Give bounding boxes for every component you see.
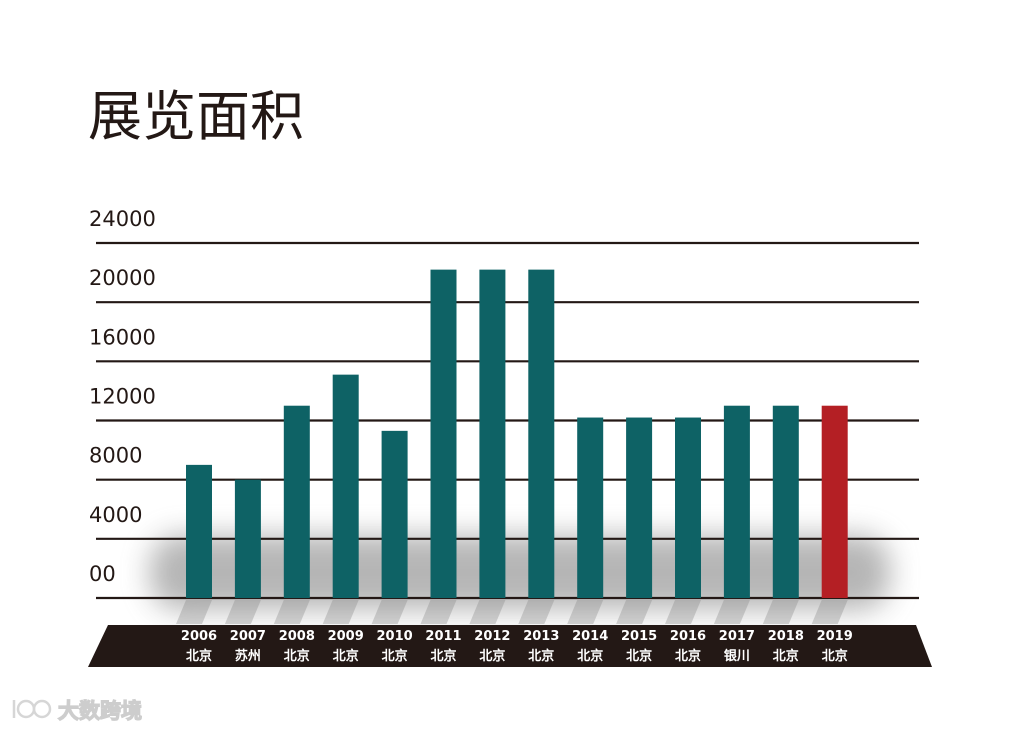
x-tick-year: 2019 (817, 629, 853, 644)
bar-reflection (616, 600, 653, 624)
x-axis-labels: 2006 北京 2007 苏州 2008 北京 2009 北京 2010 北京 2011 北京 2012… (181, 629, 853, 664)
x-tick-city: 北京 (186, 648, 212, 664)
x-tick-city: 北京 (479, 648, 505, 664)
x-tick-city: 苏州 (235, 648, 261, 664)
y-tick-label: 20000 (89, 266, 156, 290)
x-tick-city: 北京 (577, 648, 603, 664)
bar-reflection (469, 600, 506, 624)
bar-reflection (665, 600, 701, 624)
x-tick-year: 2008 (279, 629, 315, 644)
bar-reflection (567, 600, 604, 624)
x-tick-year: 2010 (377, 629, 413, 644)
x-tick-year: 2013 (523, 629, 559, 644)
x-tick-city: 北京 (430, 648, 456, 664)
y-tick-label: 00 (89, 562, 116, 586)
bar-reflection (811, 600, 848, 624)
bar-reflection (518, 600, 555, 624)
bar-reflection (713, 600, 750, 624)
chart-title: 展览面积 (88, 85, 304, 148)
bar-reflection (273, 600, 310, 624)
y-tick-label: 24000 (89, 207, 156, 231)
bar-2012 (479, 269, 506, 598)
bar-reflection (322, 600, 359, 624)
bar-2018 (772, 405, 799, 598)
x-tick-year: 2014 (572, 629, 608, 644)
x-tick-city: 北京 (382, 648, 408, 664)
bar-reflection (176, 600, 212, 624)
x-tick-year: 2015 (621, 629, 657, 644)
bar-2013 (528, 269, 555, 598)
bar-reflection (371, 600, 408, 624)
bar-2006 (186, 464, 212, 598)
y-tick-label: 12000 (89, 385, 156, 409)
y-axis-ticks: 00 4000 8000 12000 16000 20000 24000 (89, 207, 156, 586)
bar-2011 (430, 269, 457, 598)
x-tick-year: 2009 (328, 629, 364, 644)
bar-2016 (675, 417, 701, 598)
bar-reflection (762, 600, 799, 624)
bar-2014 (577, 417, 604, 598)
bars (186, 269, 848, 598)
watermark: 大数跨境 (12, 698, 143, 724)
x-tick-city: 北京 (822, 648, 848, 664)
bar-2009 (332, 374, 359, 598)
y-tick-label: 4000 (89, 503, 142, 527)
x-tick-year: 2011 (425, 629, 461, 644)
x-tick-city: 北京 (333, 648, 359, 664)
x-tick-city: 北京 (773, 648, 799, 664)
y-tick-label: 16000 (89, 325, 156, 349)
x-tick-year: 2012 (474, 629, 510, 644)
bar-2017 (723, 405, 750, 598)
x-tick-year: 2016 (670, 629, 706, 644)
x-tick-year: 2018 (768, 629, 804, 644)
x-tick-city: 北京 (284, 648, 310, 664)
x-tick-city: 北京 (528, 648, 554, 664)
bar-2010 (381, 430, 408, 598)
bar-reflection (420, 600, 457, 624)
bar-2008 (283, 405, 310, 598)
x-tick-city: 北京 (675, 648, 701, 664)
bar-reflection (224, 600, 261, 624)
bar-2015 (626, 417, 653, 598)
x-tick-year: 2007 (230, 629, 266, 644)
y-tick-label: 8000 (89, 444, 142, 468)
bar-2019 (821, 405, 848, 598)
x-tick-city: 北京 (626, 648, 652, 664)
watermark-text: 大数跨境 (58, 699, 142, 723)
bar-2007 (234, 479, 261, 598)
x-tick-year: 2006 (181, 629, 217, 644)
x-tick-year: 2017 (719, 629, 755, 644)
x-tick-city: 银川 (724, 648, 750, 664)
watermark-logo-icon (12, 699, 52, 719)
x-axis-band (88, 625, 932, 667)
